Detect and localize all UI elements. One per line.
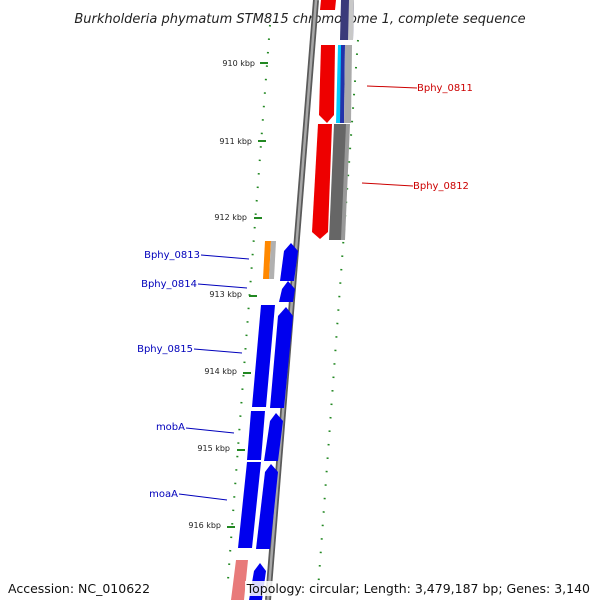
reverse-strand-features <box>312 0 354 240</box>
gene-label-Bphy_0815[interactable]: Bphy_0815 <box>137 344 243 355</box>
gene-arrow-Bphy_0813[interactable] <box>280 243 298 281</box>
gene-label-Bphy_0811[interactable]: Bphy_0811 <box>366 83 473 94</box>
gene-block-mobA[interactable] <box>247 411 265 460</box>
gene-label-text[interactable]: Bphy_0811 <box>417 83 473 94</box>
gene-label-text[interactable]: Bphy_0812 <box>413 181 469 192</box>
gene-block-Bphy_0815[interactable] <box>252 305 275 407</box>
gene-label-Bphy_0813[interactable]: Bphy_0813 <box>144 250 250 261</box>
forward-strand-features <box>231 241 298 600</box>
gene-block-Bphy_0813-orange[interactable] <box>263 241 271 279</box>
dotted-track-right <box>317 39 359 591</box>
gene-arrow-Bphy_0814[interactable] <box>279 281 295 302</box>
ruler-tick-913: 913 kbp <box>209 290 257 299</box>
gc-skew-0812-light <box>341 124 350 240</box>
tick-label: 916 kbp <box>188 521 221 530</box>
gene-labels: Bphy_0811 Bphy_0812 Bphy_0813 Bphy_0814 … <box>137 83 473 501</box>
gene-block-Bphy_0813-gray <box>269 241 276 279</box>
gene-label-text[interactable]: Bphy_0815 <box>137 344 193 355</box>
ruler-tick-915: 915 kbp <box>197 444 245 453</box>
gene-arrow-mobA[interactable] <box>264 413 283 461</box>
ruler-tick-911: 911 kbp <box>219 137 266 146</box>
tick-label: 914 kbp <box>204 367 237 376</box>
gene-block-moaA[interactable] <box>238 462 261 548</box>
feature-navy-0811 <box>340 45 345 123</box>
tick-label: 913 kbp <box>209 290 242 299</box>
gene-label-text[interactable]: Bphy_0813 <box>144 250 200 261</box>
gene-label-text[interactable]: Bphy_0814 <box>141 279 197 290</box>
feature-red-top <box>320 0 336 10</box>
tick-label: 911 kbp <box>219 137 252 146</box>
feature-pink-bottom <box>231 560 248 600</box>
ruler-tick-910: 910 kbp <box>222 59 268 68</box>
gene-arrow-moaA[interactable] <box>256 464 278 549</box>
gene-arrow-Bphy_0815[interactable] <box>270 307 293 408</box>
ruler-tick-916: 916 kbp <box>188 521 235 530</box>
ruler-tick-912: 912 kbp <box>214 213 262 222</box>
gene-label-moaA[interactable]: moaA <box>149 489 228 501</box>
gene-label-Bphy_0812[interactable]: Bphy_0812 <box>361 181 469 192</box>
gene-label-mobA[interactable]: mobA <box>156 422 235 434</box>
kbp-ruler: 910 kbp 911 kbp 912 kbp 913 kbp 914 kbp … <box>188 59 268 530</box>
feature-gray-top <box>348 0 354 40</box>
gene-arrow-Bphy_0811[interactable] <box>319 45 335 123</box>
footer: Accession: NC_010622 Topology: circular;… <box>0 578 600 600</box>
gene-label-Bphy_0814[interactable]: Bphy_0814 <box>141 279 248 290</box>
tick-label: 915 kbp <box>197 444 230 453</box>
ruler-tick-914: 914 kbp <box>204 367 251 376</box>
tick-label: 910 kbp <box>222 59 255 68</box>
gene-arrow-Bphy_0812[interactable] <box>312 124 332 239</box>
accession-label: Accession: NC_010622 <box>6 581 153 596</box>
topology-label: Topology: circular; Length: 3,479,187 bp… <box>244 581 592 596</box>
map-title: Burkholderia phymatum STM815 chromosome … <box>74 12 525 27</box>
gene-label-text[interactable]: mobA <box>156 422 185 433</box>
gene-label-text[interactable]: moaA <box>149 489 178 500</box>
tick-label: 912 kbp <box>214 213 247 222</box>
feature-gray-0811 <box>344 45 352 123</box>
